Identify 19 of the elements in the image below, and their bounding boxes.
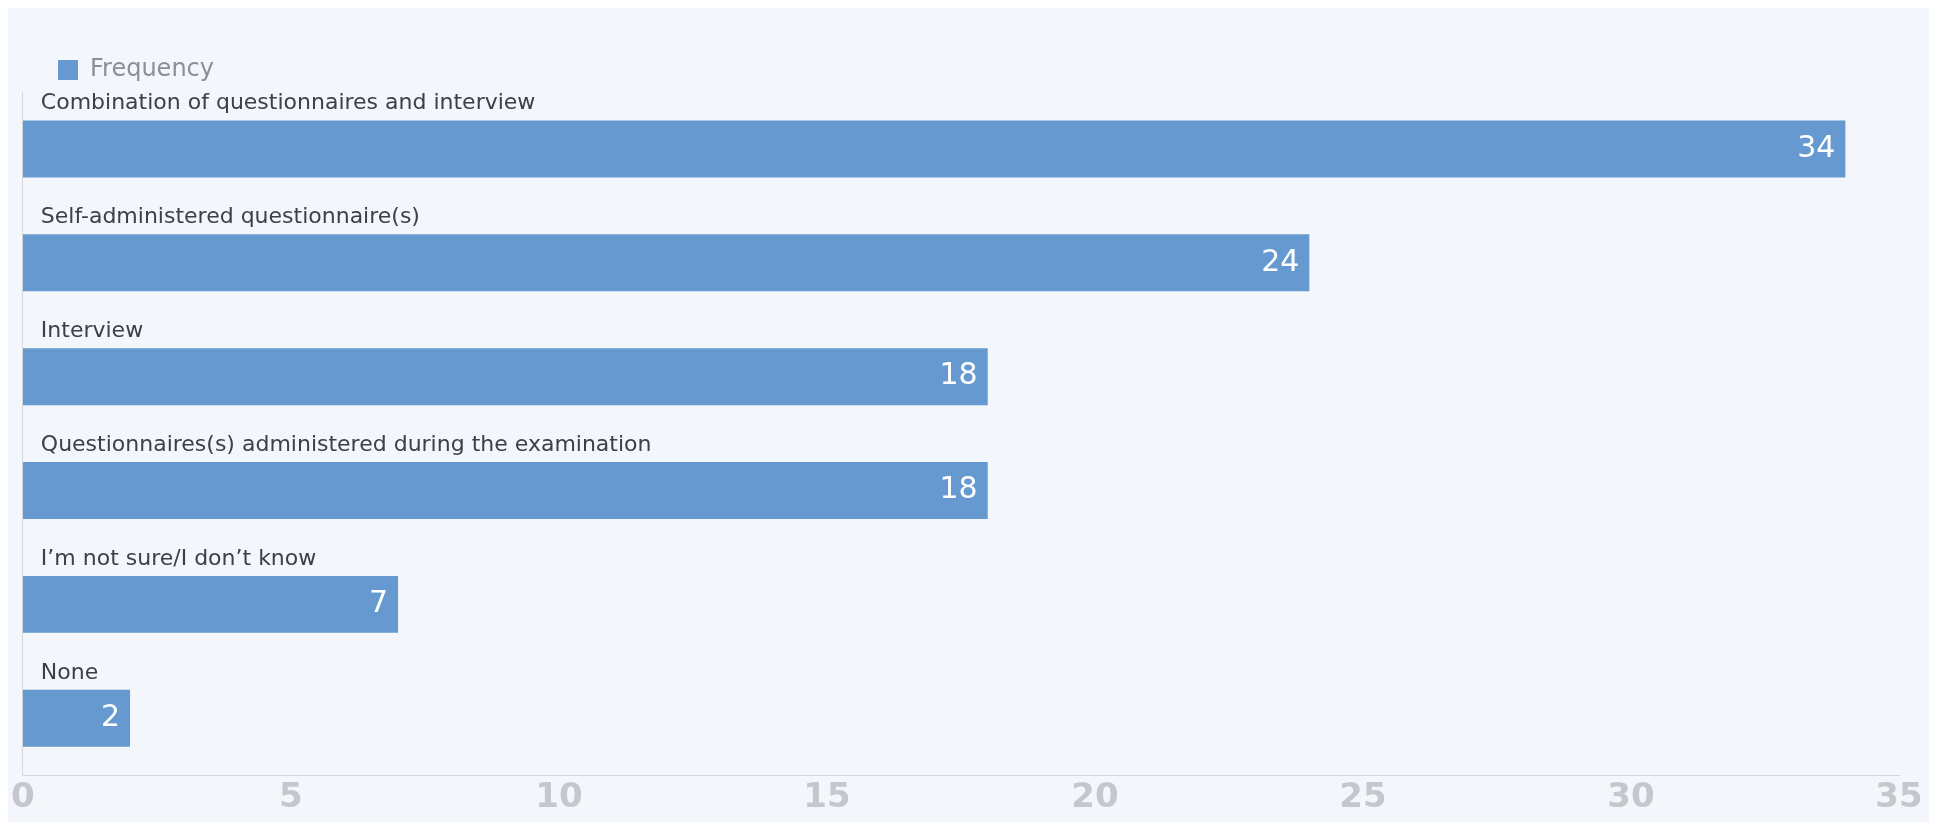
data-label: 18 <box>939 356 978 392</box>
bar <box>22 234 1310 292</box>
y-tick-label: Self-administered questionnaire(s) <box>40 203 420 229</box>
y-tick-label: I’m not sure/I don’t know <box>40 544 317 570</box>
data-label: 24 <box>1261 242 1300 278</box>
data-label: 7 <box>368 584 389 620</box>
bar <box>22 689 131 747</box>
data-label: 18 <box>939 470 978 506</box>
bar <box>22 575 399 633</box>
y-tick-label: Combination of questionnaires and interview <box>40 89 536 115</box>
y-tick-label: Questionnaires(s) administered during the examination <box>40 430 652 456</box>
y-tick-label: Interview <box>40 316 144 342</box>
data-label: 2 <box>100 698 121 734</box>
bar <box>22 348 988 406</box>
legend-label: Frequency <box>90 54 214 83</box>
bar <box>22 462 988 519</box>
y-tick-label: None <box>40 658 99 684</box>
bar <box>22 120 1846 178</box>
data-label: 34 <box>1797 128 1836 164</box>
